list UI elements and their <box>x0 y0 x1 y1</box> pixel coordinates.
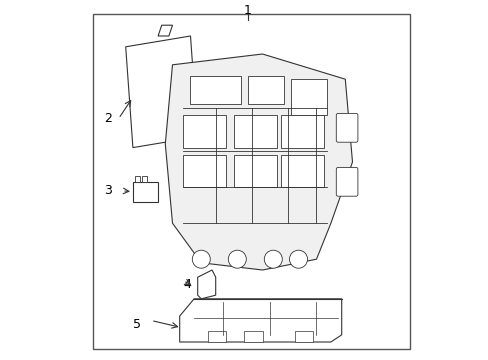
Text: 2: 2 <box>103 112 111 125</box>
Bar <box>183 155 226 187</box>
Polygon shape <box>158 25 172 36</box>
Circle shape <box>228 250 246 268</box>
Bar <box>280 155 323 187</box>
Bar <box>142 176 147 182</box>
Polygon shape <box>197 270 215 299</box>
FancyBboxPatch shape <box>336 167 357 196</box>
Bar <box>134 176 140 182</box>
Bar <box>233 155 276 187</box>
Bar <box>93 14 409 349</box>
Bar <box>208 331 226 342</box>
Text: 5: 5 <box>132 318 140 330</box>
Bar <box>133 182 158 202</box>
Bar <box>294 331 312 342</box>
Polygon shape <box>165 54 352 270</box>
Bar <box>280 115 323 148</box>
Text: 3: 3 <box>103 184 111 197</box>
Text: 1: 1 <box>244 4 251 17</box>
Bar <box>190 76 241 104</box>
Circle shape <box>289 250 307 268</box>
Bar <box>183 115 226 148</box>
Circle shape <box>264 250 282 268</box>
Bar <box>247 76 284 104</box>
Circle shape <box>192 250 210 268</box>
FancyBboxPatch shape <box>336 113 357 142</box>
Text: 4: 4 <box>183 278 190 291</box>
Bar <box>244 331 262 342</box>
Bar <box>233 115 276 148</box>
Bar <box>291 79 326 115</box>
Polygon shape <box>179 299 341 342</box>
Polygon shape <box>125 36 197 148</box>
